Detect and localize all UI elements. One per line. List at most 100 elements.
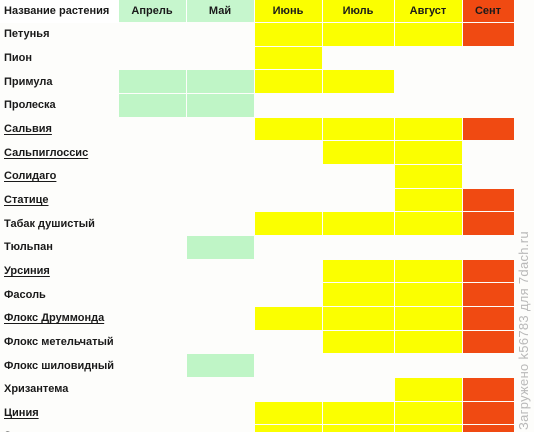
bloom-cell-april <box>117 376 187 402</box>
bloom-calendar-table: Название растения Апрель Май Июнь Июль А… <box>0 0 515 432</box>
bloom-cell-june <box>253 258 323 284</box>
table-row: Пион <box>0 45 515 71</box>
bloom-cell-august <box>393 187 463 213</box>
bloom-cell-september <box>461 22 515 47</box>
plant-name-cell: Тюльпан <box>0 235 118 260</box>
bloom-cell-august <box>393 258 463 284</box>
bloom-cell-july <box>321 282 395 307</box>
bloom-cell-august <box>393 45 463 71</box>
table-row: Фасоль <box>0 282 515 307</box>
bloom-cell-august <box>393 22 463 47</box>
table-row: Солидаго <box>0 163 515 189</box>
table-row: Эшшольция <box>0 424 515 432</box>
plant-name-cell: Флокс шиловидный <box>0 353 118 378</box>
bloom-cell-may <box>185 282 255 307</box>
bloom-cell-september <box>461 376 515 402</box>
bloom-cell-july <box>321 234 395 260</box>
bloom-cell-july <box>321 376 395 402</box>
bloom-cell-june <box>253 140 323 165</box>
bloom-cell-september <box>461 400 515 426</box>
table-row: Урсиния <box>0 258 515 284</box>
bloom-cell-april <box>117 305 187 331</box>
bloom-cell-august <box>393 234 463 260</box>
bloom-cell-april <box>117 92 187 118</box>
bloom-cell-august <box>393 116 463 142</box>
bloom-cell-june <box>253 424 323 432</box>
bloom-cell-june <box>253 69 323 94</box>
bloom-cell-july <box>321 22 395 47</box>
bloom-cell-july <box>321 45 395 71</box>
plant-name-cell: Флокс Друммонда <box>0 306 118 331</box>
plant-name-cell: Флокс метельчатый <box>0 330 118 354</box>
bloom-cell-april <box>117 45 187 71</box>
bloom-cell-july <box>321 140 395 165</box>
header-month-june: Июнь <box>254 0 323 23</box>
bloom-cell-august <box>393 353 463 378</box>
plant-name-cell: Петунья <box>0 22 118 47</box>
bloom-cell-april <box>117 353 187 378</box>
bloom-cell-june <box>253 92 323 118</box>
bloom-cell-june <box>253 163 323 189</box>
bloom-cell-may <box>185 258 255 284</box>
bloom-cell-may <box>185 116 255 142</box>
bloom-cell-june <box>253 116 323 142</box>
bloom-cell-september <box>461 305 515 331</box>
header-month-august: Август <box>394 0 463 23</box>
bloom-cell-april <box>117 329 187 355</box>
bloom-cell-may <box>185 305 255 331</box>
header-month-september: Сент <box>462 0 515 23</box>
bloom-cell-august <box>393 163 463 189</box>
bloom-cell-september <box>461 92 515 118</box>
table-body: Петунья Пион Примула Пролеска Сальвия Сальпиг… <box>0 22 515 432</box>
bloom-cell-august <box>393 69 463 94</box>
bloom-cell-september <box>461 424 515 432</box>
bloom-cell-september <box>461 282 515 307</box>
plant-name-cell: Фасоль <box>0 282 118 307</box>
bloom-cell-april <box>117 400 187 426</box>
plant-name-cell: Циния <box>0 401 118 425</box>
bloom-cell-september <box>461 163 515 189</box>
bloom-cell-august <box>393 211 463 236</box>
bloom-cell-august <box>393 305 463 331</box>
bloom-cell-july <box>321 424 395 432</box>
plant-name-cell: Пион <box>0 46 118 70</box>
watermark-text: Загружено k56783 для 7dach.ru <box>516 231 531 430</box>
bloom-cell-june <box>253 22 323 47</box>
plant-name-cell: Сальпиглоссис <box>0 140 118 165</box>
bloom-cell-august <box>393 400 463 426</box>
bloom-cell-june <box>253 329 323 355</box>
bloom-cell-april <box>117 258 187 284</box>
bloom-cell-june <box>253 353 323 378</box>
bloom-cell-september <box>461 258 515 284</box>
bloom-cell-april <box>117 282 187 307</box>
table-row: Статице <box>0 187 515 213</box>
bloom-cell-september <box>461 116 515 142</box>
bloom-cell-april <box>117 187 187 213</box>
table-row: Флокс шиловидный <box>0 353 515 378</box>
header-plant-name: Название растения <box>0 0 119 23</box>
bloom-cell-june <box>253 211 323 236</box>
bloom-cell-july <box>321 211 395 236</box>
bloom-cell-september <box>461 140 515 165</box>
bloom-cell-may <box>185 424 255 432</box>
bloom-cell-september <box>461 234 515 260</box>
bloom-cell-june <box>253 305 323 331</box>
bloom-cell-may <box>185 45 255 71</box>
bloom-cell-may <box>185 22 255 47</box>
bloom-cell-august <box>393 282 463 307</box>
plant-name-cell: Табак душистый <box>0 211 118 236</box>
table-row: Сальпиглоссис <box>0 140 515 165</box>
table-row: Табак душистый <box>0 211 515 236</box>
bloom-cell-may <box>185 163 255 189</box>
bloom-cell-july <box>321 329 395 355</box>
header-month-july: Июль <box>322 0 395 23</box>
header-row: Название растения Апрель Май Июнь Июль А… <box>0 0 515 23</box>
plant-name-cell: Урсиния <box>0 259 118 283</box>
plant-name-cell: Солидаго <box>0 164 118 189</box>
bloom-cell-may <box>185 234 255 260</box>
table-row: Тюльпан <box>0 234 515 260</box>
bloom-cell-may <box>185 92 255 118</box>
plant-name-cell: Примула <box>0 69 118 94</box>
bloom-cell-june <box>253 234 323 260</box>
bloom-cell-september <box>461 45 515 71</box>
